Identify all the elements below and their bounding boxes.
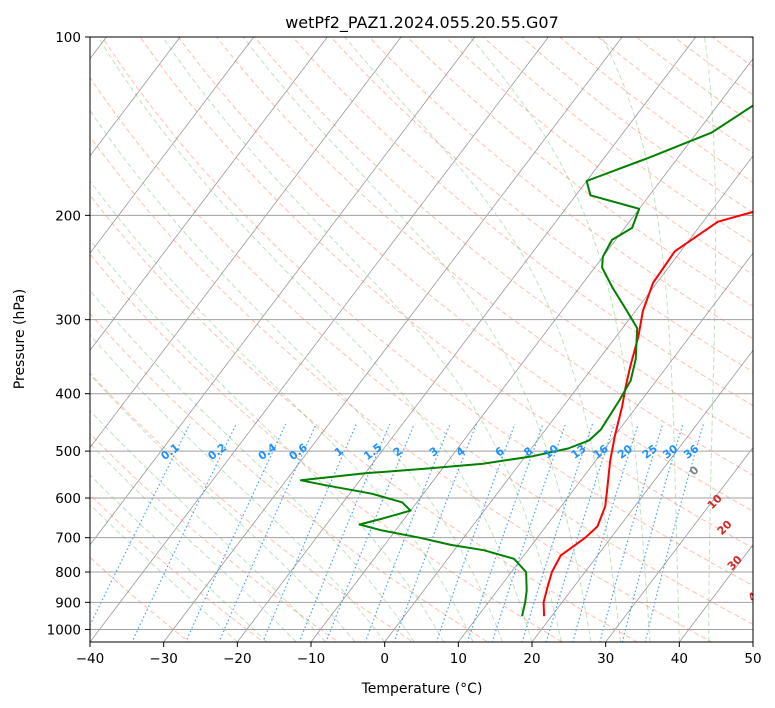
isotherm [90, 37, 476, 546]
x-ticks: −40 −30 −20 −10 0 10 20 30 40 50 [76, 642, 762, 667]
moist-adiabat [343, 37, 621, 642]
x-tick-label: 10 [450, 651, 467, 667]
mixing-ratio-line [644, 423, 704, 642]
y-tick-label: 300 [55, 313, 81, 329]
x-tick-label: 50 [744, 651, 761, 667]
background-lines [90, 37, 753, 642]
y-tick-label: 400 [55, 387, 81, 403]
isotherm [605, 446, 753, 642]
isotherm [458, 252, 753, 642]
y-tick-label: 500 [55, 444, 81, 460]
dry-adiabat [101, 37, 753, 587]
gridlines [90, 37, 753, 642]
x-tick-label: −40 [76, 651, 105, 667]
moist-adiabat [90, 239, 445, 642]
moist-adiabat [90, 109, 503, 642]
y-ticks: 100 200 300 400 500 600 700 800 900 1000 [47, 30, 90, 638]
dry-adiabat [90, 372, 414, 642]
y-tick-label: 100 [55, 30, 81, 46]
y-tick-label: 600 [55, 491, 81, 507]
dry-adiabat [368, 37, 753, 340]
isotherm [90, 37, 402, 449]
dry-adiabat [90, 135, 713, 642]
moist-adiabat-label: 40 [746, 584, 766, 604]
mixing-ratio-line [621, 423, 684, 642]
mixing-ratio-line [393, 423, 477, 642]
dry-adiabat [177, 37, 753, 512]
mixing-ratio-line [218, 423, 317, 642]
y-tick-label: 800 [55, 565, 81, 581]
dry-adiabat [253, 37, 753, 441]
moist-adiabat [90, 474, 268, 642]
y-axis-label: Pressure (hPa) [12, 289, 28, 389]
x-tick-label: −30 [149, 651, 178, 667]
mixing-ratio-line [599, 423, 664, 642]
plot-frame [89, 36, 754, 643]
dry-adiabat [90, 76, 753, 625]
isotherm [163, 37, 623, 642]
isotherm [90, 37, 328, 351]
dry-adiabat [559, 37, 753, 184]
isotherm [310, 57, 753, 642]
moist-adiabat [90, 443, 297, 642]
moist-adiabat [90, 409, 327, 642]
moist-adiabat [242, 37, 592, 642]
moist-adiabat [90, 289, 415, 642]
moist-adiabat [469, 37, 651, 642]
x-tick-label: 40 [671, 651, 688, 667]
dry-adiabat [444, 37, 753, 276]
dry-adiabat [292, 37, 753, 407]
temperature-profile [542, 210, 753, 617]
dry-adiabat [90, 253, 564, 642]
isotherm [90, 37, 181, 157]
series-layer [299, 104, 753, 617]
moist-adiabat [601, 37, 680, 642]
x-axis-label: Temperature (°C) [361, 681, 483, 697]
y-tick-label: 1000 [47, 622, 81, 638]
isotherm [90, 37, 549, 642]
x-tick-label: −10 [297, 651, 326, 667]
y-tick-label: 900 [55, 595, 81, 611]
dry-adiabat [330, 37, 753, 373]
dewpoint-profile [299, 104, 753, 617]
mixing-ratio-line [298, 423, 391, 642]
x-tick-label: 20 [523, 651, 540, 667]
isotherm [237, 37, 697, 642]
x-tick-label: −20 [223, 651, 252, 667]
y-tick-label: 200 [55, 208, 81, 224]
moist-adiabat [90, 180, 474, 642]
moist-adiabat [162, 37, 562, 642]
mixing-ratio-line [185, 423, 287, 642]
moist-adiabat [704, 37, 717, 642]
mixing-ratio-line [364, 423, 451, 642]
moist-adiabat [97, 37, 533, 642]
isotherm [531, 349, 753, 642]
dry-adiabat [90, 194, 639, 642]
mixing-ratio-line [325, 423, 415, 642]
x-tick-label: 30 [597, 651, 614, 667]
chart-title: wetPf2_PAZ1.2024.055.20.55.G07 [285, 13, 559, 33]
mixing-ratio-line [466, 423, 544, 642]
isotherm [384, 155, 753, 642]
moist-adiabat [90, 373, 356, 642]
y-tick-label: 700 [55, 531, 81, 547]
mixing-ratio-line [435, 423, 516, 642]
mixing-ratio-line [131, 423, 237, 642]
mixing-ratio-line [90, 423, 191, 627]
mixing-ratio-line [262, 423, 357, 642]
dry-adiabat [597, 37, 753, 154]
x-tick-label: 0 [380, 651, 389, 667]
isotherm [90, 37, 255, 254]
dry-adiabat [482, 37, 753, 245]
dry-adiabat [90, 312, 489, 642]
dry-adiabat [215, 37, 753, 476]
